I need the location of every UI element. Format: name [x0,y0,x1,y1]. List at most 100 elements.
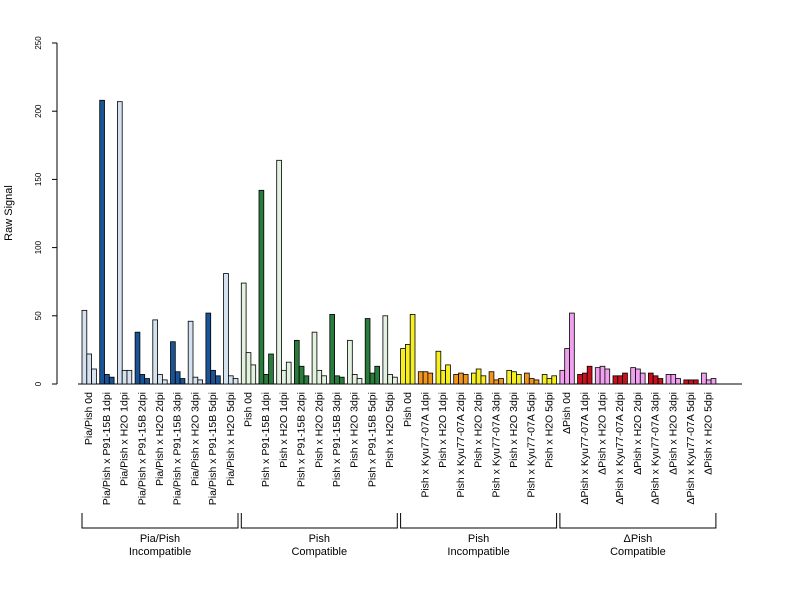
group-bracket [81,513,239,529]
bar [710,378,717,385]
category-label: Pia/Pish x H2O 3dpi [189,392,201,486]
group-label-line1: Pish [309,533,330,545]
bar [404,344,411,385]
bar [693,379,699,385]
bar [117,101,123,385]
bar [293,339,300,385]
bar [551,375,557,385]
bar [187,320,194,385]
bar [604,368,611,385]
bar [462,374,469,385]
bar [81,309,88,385]
bar [617,375,623,385]
category-label: Pish x P91-15B 5dpi [366,392,378,487]
category-label: ΔPish x Kyu77-07A 1dpi [579,392,591,505]
bar [161,379,168,385]
bar [559,369,566,385]
category-label: ΔPish x Kyu77-07A 2dpi [614,392,626,505]
category-label: Pish x H2O 1dpi [437,392,449,468]
bar [675,378,681,385]
bar [409,314,416,385]
category-label: Pish x H2O 2dpi [313,392,325,468]
group-bracket [240,513,398,529]
category-label: Pish x Kyu77-07A 2dpi [455,392,467,498]
category-label: ΔPish 0d [561,392,573,434]
y-axis-label: Raw Signal [3,185,15,241]
category-label: Pish 0d [243,392,255,427]
bar [139,374,146,385]
category-label: Pish x Kyu77-07A 1dpi [420,392,432,498]
bar [586,365,593,385]
bar [612,375,619,385]
bar [316,369,323,385]
bar [488,371,495,385]
bar [223,273,229,385]
group-brackets: Pia/PishIncompatiblePishCompatiblePishIn… [81,513,717,558]
bar [657,378,664,385]
bar [635,368,641,385]
bar [245,352,252,385]
bar [498,378,504,385]
category-label: Pia/Pish x P91-15B 1dpi [101,392,113,505]
bar [347,339,353,385]
bar [121,369,128,385]
category-label: Pish x H2O 3dpi [349,392,361,468]
bar [152,319,159,385]
bar [321,375,327,385]
category-label: Pish x H2O 2dpi [473,392,485,468]
y-tick-label: 0 [34,381,43,386]
bar [648,372,654,385]
category-labels: Pia/Pish 0d Pia/Pish x P91-15B 1dpi Pia/Pi… [83,392,715,505]
bar [622,372,628,385]
bar [546,378,553,385]
bar [541,374,548,385]
bar [528,378,535,385]
group-label-line1: Pia/Pish [140,533,180,545]
group-label-line2: Compatible [610,546,666,558]
bar [157,374,163,385]
bar [480,375,487,385]
bar [192,376,199,385]
category-label: ΔPish x H2O 1dpi [597,392,609,475]
bar [639,372,646,385]
category-label: ΔPish x Kyu77-07A 5dpi [685,392,697,505]
category-label: Pish x H2O 5dpi [543,392,555,468]
bar [356,378,363,385]
bar [705,379,712,385]
bar [569,312,575,385]
y-tick-label: 50 [34,311,43,320]
bar [329,314,335,385]
bar [91,368,97,385]
bar [174,371,181,385]
bar [458,372,464,385]
bar [170,341,176,385]
bar [258,189,265,385]
category-label: Pia/Pish x P91-15B 2dpi [136,392,148,505]
bar [227,375,234,385]
bar [179,378,186,385]
bar [630,367,636,385]
group-bracket [559,513,717,529]
bars [81,99,717,385]
bar [392,376,398,385]
group-label-line2: Compatible [291,546,347,558]
bar [701,372,707,385]
group-label-line1: ΔPish [624,533,653,545]
bar [276,159,282,385]
category-label: Pia/Pish x H2O 2dpi [154,392,166,486]
bar [453,374,459,385]
bar [250,364,257,385]
bar [351,374,358,385]
bar [594,367,601,385]
bar [144,378,150,385]
bar [108,376,115,385]
bar [364,318,371,385]
bar [400,348,406,385]
category-label: Pish x H2O 1dpi [278,392,290,468]
category-label: Pia/Pish x H2O 1dpi [119,392,131,486]
bar [240,282,247,385]
y-tick-label: 100 [34,240,43,254]
bar [374,365,380,385]
bar [688,379,694,385]
category-label: Pia/Pish x P91-15B 3dpi [172,392,184,505]
